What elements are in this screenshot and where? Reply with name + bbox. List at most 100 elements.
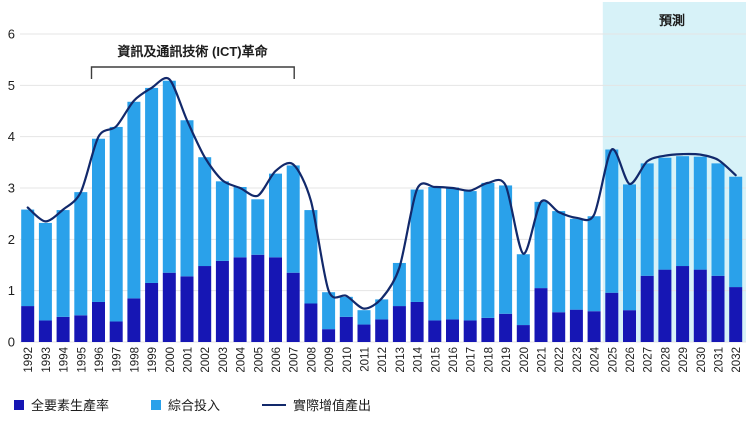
bar-2023-tfp <box>569 309 583 342</box>
legend-item-inputs: 綜合投入 <box>151 395 220 414</box>
y-tick-label-0: 0 <box>8 335 15 350</box>
bar-2021-inputs <box>534 201 548 289</box>
bar-2030-inputs <box>693 156 707 270</box>
bar-2017-tfp <box>463 320 477 342</box>
bar-2018-inputs <box>481 182 495 318</box>
bar-2014-inputs <box>410 189 424 302</box>
x-tick-label-2010: 2010 <box>342 347 354 373</box>
bar-2023-inputs <box>569 218 583 310</box>
x-tick-label-2016: 2016 <box>448 347 460 373</box>
bar-2002-tfp <box>198 266 212 342</box>
y-tick-label-4: 4 <box>8 129 15 144</box>
x-tick-label-2014: 2014 <box>413 346 425 372</box>
bar-1994-inputs <box>56 210 70 317</box>
bar-2026-tfp <box>623 310 636 342</box>
bar-2019-inputs <box>499 185 513 314</box>
bar-2003-inputs <box>215 181 229 261</box>
bar-2024-inputs <box>587 216 601 312</box>
bar-2006-tfp <box>269 257 282 342</box>
y-tick-label-5: 5 <box>8 78 15 93</box>
bar-2021-tfp <box>534 288 548 342</box>
x-tick-label-1999: 1999 <box>147 347 159 373</box>
legend-label-output: 實際增值產出 <box>293 398 372 413</box>
bar-2011-tfp <box>357 324 371 342</box>
x-tick-label-2003: 2003 <box>218 347 230 373</box>
bar-2009-tfp <box>322 329 336 342</box>
bar-2006-inputs <box>269 173 282 258</box>
x-tick-label-2019: 2019 <box>501 347 513 373</box>
output-line-swatch-icon <box>262 403 287 406</box>
bar-2028-inputs <box>658 157 672 270</box>
bar-2029-tfp <box>676 266 690 342</box>
chart-legend: 全要素生產率 綜合投入 實際增值產出 <box>14 395 371 414</box>
y-tick-label-1: 1 <box>8 283 15 298</box>
bar-1995-inputs <box>74 192 88 316</box>
bar-2027-inputs <box>640 163 654 276</box>
bar-2008-tfp <box>304 303 318 342</box>
legend-label-tfp: 全要素生產率 <box>31 398 110 413</box>
bar-2025-tfp <box>605 292 619 342</box>
bar-2022-tfp <box>552 312 566 342</box>
bar-2012-tfp <box>375 319 389 342</box>
x-tick-label-1996: 1996 <box>94 347 106 373</box>
inputs-swatch-icon <box>151 399 162 410</box>
bar-2009-inputs <box>322 292 336 330</box>
x-tick-label-2032: 2032 <box>731 347 743 373</box>
bar-2000-inputs <box>162 80 176 273</box>
x-tick-label-2013: 2013 <box>395 347 407 373</box>
x-tick-label-2026: 2026 <box>625 347 637 373</box>
legend-label-inputs: 綜合投入 <box>168 398 221 413</box>
x-tick-label-1998: 1998 <box>129 347 141 373</box>
bar-2029-inputs <box>676 156 690 267</box>
x-tick-label-2017: 2017 <box>466 347 478 373</box>
x-tick-label-2008: 2008 <box>306 347 318 373</box>
y-tick-label-6: 6 <box>8 27 15 42</box>
y-tick-label-3: 3 <box>8 181 15 196</box>
ict-revolution-annotation: 資訊及通訊技術 (ICT)革命 <box>117 44 268 59</box>
bar-2026-inputs <box>623 184 636 311</box>
y-tick-label-2: 2 <box>8 232 15 247</box>
bar-2011-inputs <box>357 310 371 325</box>
x-tick-label-2023: 2023 <box>572 347 584 373</box>
bar-2016-tfp <box>446 319 459 342</box>
bar-2005-inputs <box>251 199 265 255</box>
bar-2010-inputs <box>339 296 353 317</box>
bar-2027-tfp <box>640 275 654 342</box>
x-tick-label-2006: 2006 <box>271 347 283 373</box>
x-tick-label-2027: 2027 <box>643 347 655 373</box>
x-tick-label-2009: 2009 <box>324 347 336 373</box>
bar-2032-inputs <box>729 176 743 288</box>
bar-2031-inputs <box>711 163 725 276</box>
bar-2015-inputs <box>428 186 442 321</box>
x-tick-label-2000: 2000 <box>165 347 177 373</box>
output-line <box>26 77 737 310</box>
ict-bracket <box>90 66 295 79</box>
bar-2025-inputs <box>605 149 619 293</box>
bar-1997-tfp <box>109 321 123 342</box>
bar-2024-tfp <box>587 311 601 342</box>
bar-1993-inputs <box>38 222 52 321</box>
bar-2022-inputs <box>552 211 566 313</box>
bar-2012-inputs <box>375 299 389 320</box>
x-tick-label-2030: 2030 <box>696 347 708 373</box>
x-tick-label-2002: 2002 <box>200 347 212 373</box>
bar-1995-tfp <box>74 315 88 342</box>
bar-2028-tfp <box>658 269 672 342</box>
bar-2018-tfp <box>481 317 495 342</box>
x-tick-label-2022: 2022 <box>554 347 566 373</box>
x-tick-label-2015: 2015 <box>430 347 442 373</box>
bar-2031-tfp <box>711 275 725 342</box>
x-tick-label-1993: 1993 <box>41 347 53 373</box>
bar-2008-inputs <box>304 210 318 304</box>
bar-2013-tfp <box>392 306 406 342</box>
bar-1996-tfp <box>92 301 105 342</box>
bar-1999-tfp <box>145 282 159 342</box>
bar-2020-tfp <box>516 325 530 342</box>
bar-2017-inputs <box>463 191 477 321</box>
bar-2007-tfp <box>286 272 300 342</box>
bar-2004-tfp <box>233 257 247 342</box>
bar-2000-tfp <box>162 272 176 342</box>
x-tick-label-2012: 2012 <box>377 347 389 373</box>
